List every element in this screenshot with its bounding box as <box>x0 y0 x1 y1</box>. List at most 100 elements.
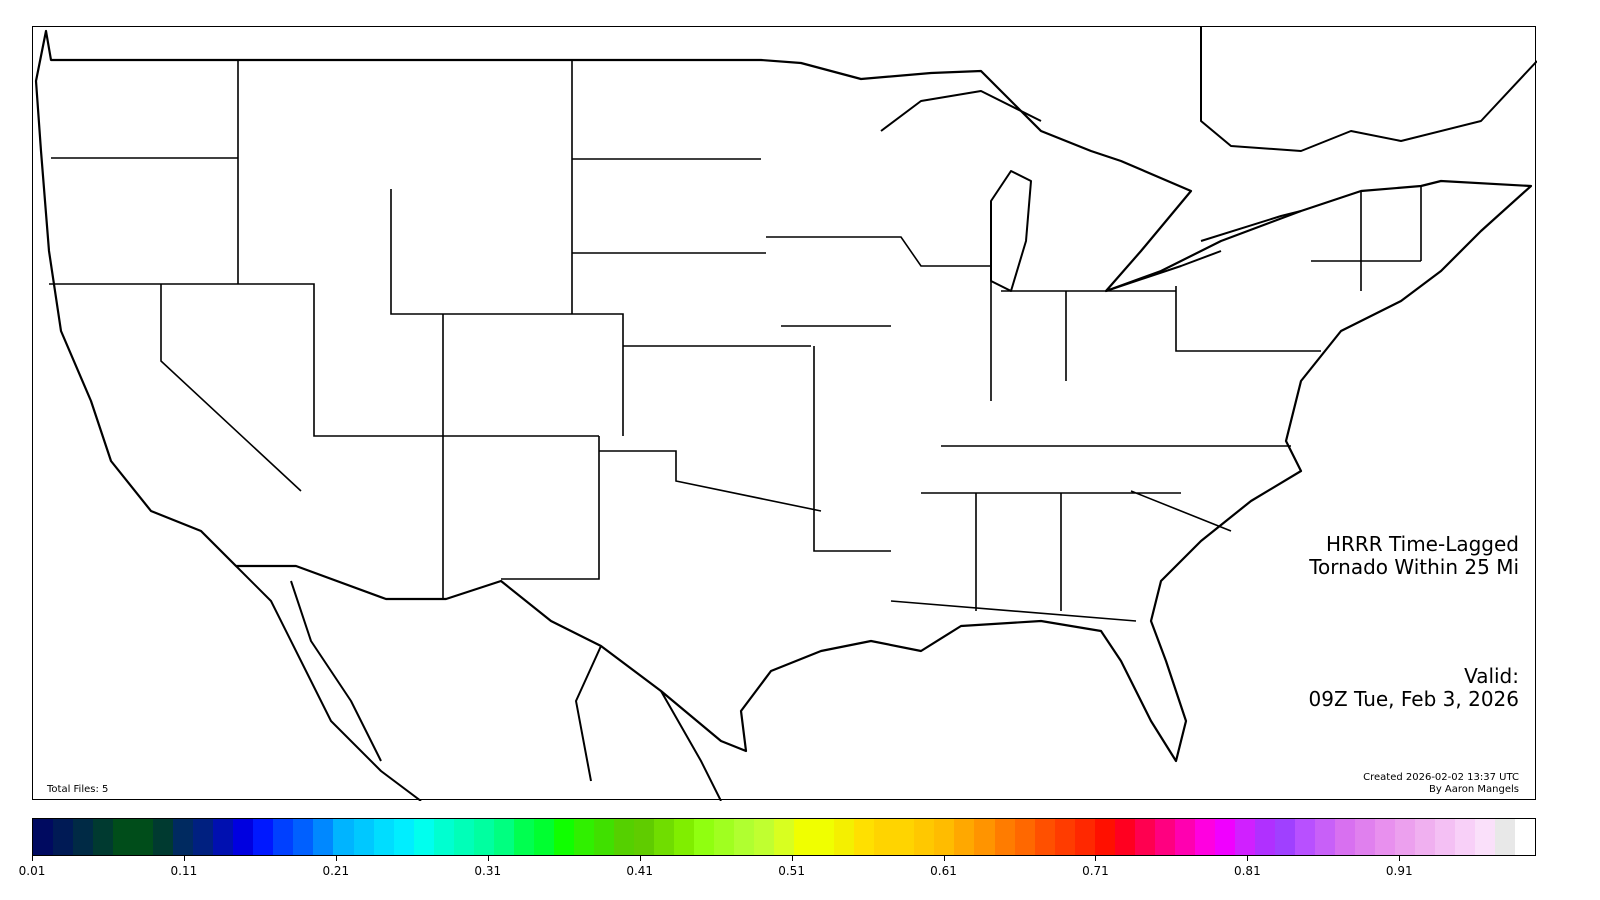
colorbar-tick <box>1247 856 1249 861</box>
colorbar-bin <box>333 819 354 855</box>
colorbar-tick-label: 0.51 <box>778 864 805 878</box>
colorbar-bin <box>674 819 695 855</box>
colorbar-bin <box>1294 819 1315 855</box>
coastline <box>34 29 1533 763</box>
colorbar-bin <box>1234 819 1255 855</box>
colorbar-bin <box>393 819 414 855</box>
colorbar-bin <box>754 819 775 855</box>
colorbar-bin <box>1254 819 1275 855</box>
colorbar-tick-label: 0.71 <box>1082 864 1109 878</box>
colorbar-bin <box>1074 819 1095 855</box>
colorbar-tick <box>487 856 489 861</box>
colorbar-tick-label: 0.01 <box>18 864 46 878</box>
colorbar-bin <box>1395 819 1416 855</box>
total-files: Total Files: 5 <box>47 784 109 795</box>
colorbar-bin <box>1515 819 1536 855</box>
title-line-2: Tornado Within 25 Mi <box>1309 555 1519 579</box>
colorbar-bin <box>714 819 735 855</box>
colorbar-bin <box>1034 819 1055 855</box>
colorbar-bin <box>353 819 374 855</box>
colorbar-bin <box>273 819 294 855</box>
colorbar-bin <box>1355 819 1376 855</box>
colorbar-bin <box>453 819 474 855</box>
colorbar-bin <box>373 819 394 855</box>
valid-time: 09Z Tue, Feb 3, 2026 <box>1308 687 1520 711</box>
author: By Aaron Mangels <box>1428 784 1519 795</box>
canada-coast <box>880 27 1537 152</box>
colorbar-bin <box>834 819 855 855</box>
colorbar-bin <box>33 819 54 855</box>
colorbar-bin <box>253 819 274 855</box>
colorbar-bin <box>313 819 334 855</box>
colorbar-tick-label: 0.91 <box>1385 864 1413 878</box>
colorbar-bin <box>1315 819 1336 855</box>
colorbar-bin <box>1014 819 1035 855</box>
colorbar-bin <box>974 819 995 855</box>
colorbar-tick <box>639 856 641 861</box>
colorbar-bin <box>73 819 94 855</box>
us-basemap <box>34 27 1537 801</box>
colorbar-bin <box>653 819 674 855</box>
colorbar-tick <box>791 856 793 861</box>
credits: Created 2026-02-02 13:37 UTC By Aaron Ma… <box>1363 772 1519 796</box>
colorbar-bin <box>433 819 454 855</box>
colorbar-bin <box>694 819 715 855</box>
colorbar-bin <box>994 819 1015 855</box>
colorbar-bin <box>53 819 74 855</box>
colorbar-bin <box>814 819 835 855</box>
colorbar-bin <box>413 819 434 855</box>
colorbar-bin <box>874 819 895 855</box>
colorbar-tick <box>183 856 185 861</box>
created-timestamp: Created 2026-02-02 13:37 UTC <box>1363 772 1519 783</box>
colorbar-bin <box>493 819 514 855</box>
colorbar-tick <box>1399 856 1401 861</box>
state-borders <box>49 60 1422 622</box>
colorbar <box>32 818 1536 856</box>
great-lake-michigan <box>990 170 1032 292</box>
colorbar-bin <box>133 819 154 855</box>
colorbar-bin <box>293 819 314 855</box>
colorbar-bin <box>553 819 574 855</box>
valid-time-block: Valid: 09Z Tue, Feb 3, 2026 <box>1309 665 1520 711</box>
colorbar-bin <box>854 819 875 855</box>
colorbar-bin <box>1194 819 1215 855</box>
colorbar-bin <box>1455 819 1476 855</box>
colorbar-tick <box>943 856 945 861</box>
colorbar-tick-label: 0.31 <box>474 864 502 878</box>
colorbar-bin <box>1335 819 1356 855</box>
colorbar-tick <box>335 856 337 861</box>
colorbar-bin <box>1214 819 1235 855</box>
colorbar-bin <box>1154 819 1175 855</box>
colorbar-bin <box>1415 819 1436 855</box>
colorbar-bin <box>613 819 634 855</box>
colorbar-bin <box>1274 819 1295 855</box>
colorbar-bin <box>954 819 975 855</box>
colorbar-bin <box>1475 819 1496 855</box>
colorbar-tick-label: 0.21 <box>322 864 350 878</box>
colorbar-bin <box>593 819 614 855</box>
colorbar-bin <box>1174 819 1195 855</box>
colorbar-bin <box>1114 819 1135 855</box>
colorbar-bin <box>734 819 755 855</box>
colorbar-bin <box>533 819 554 855</box>
product-title: HRRR Time-Lagged Tornado Within 25 Mi <box>1309 533 1519 579</box>
colorbar-tick-label: 0.81 <box>1233 864 1261 878</box>
colorbar-bin <box>1134 819 1155 855</box>
great-lake-erie-ontario <box>1105 210 1302 292</box>
colorbar-bin <box>934 819 955 855</box>
colorbar-tick <box>32 856 33 861</box>
colorbar-bin <box>473 819 494 855</box>
colorbar-bin <box>513 819 534 855</box>
colorbar-bin <box>93 819 114 855</box>
colorbar-bin <box>894 819 915 855</box>
colorbar-bin <box>1094 819 1115 855</box>
colorbar-tick-label: 0.11 <box>170 864 198 878</box>
colorbar-bin <box>213 819 234 855</box>
mexico-coast <box>235 565 722 801</box>
colorbar-bin <box>1495 819 1516 855</box>
colorbar-bin <box>914 819 935 855</box>
colorbar-bin <box>153 819 174 855</box>
colorbar-bin <box>173 819 194 855</box>
colorbar-bin <box>794 819 815 855</box>
colorbar-bin <box>633 819 654 855</box>
